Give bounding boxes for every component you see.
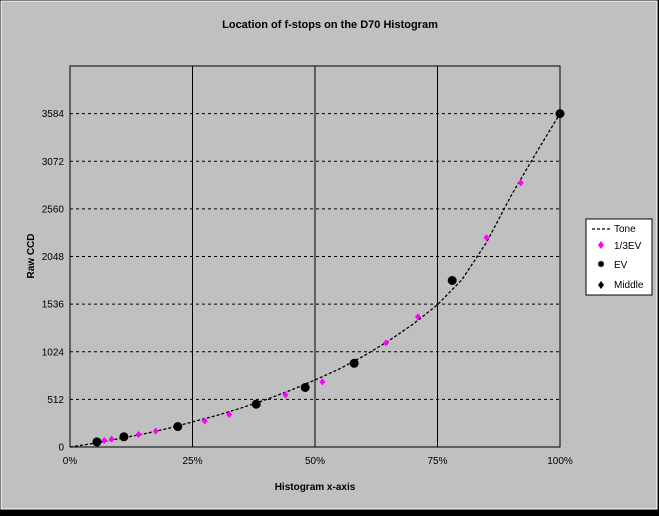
y-tick-label: 1024 <box>42 347 65 358</box>
legend-ev-label: EV <box>614 260 628 271</box>
ev-point <box>92 437 102 447</box>
third-ev-point <box>108 435 115 443</box>
legend-tone-label: Tone <box>614 224 636 235</box>
third-ev-point <box>517 179 524 187</box>
y-tick-label: 2560 <box>42 204 65 215</box>
ev-point <box>447 275 457 285</box>
marker-layer <box>92 109 565 447</box>
third-ev-point <box>383 339 390 347</box>
third-ev-point <box>135 430 142 438</box>
legend-middle-label: Middle <box>614 280 644 291</box>
legend-box <box>585 218 653 296</box>
y-axis-title: Raw CCD <box>26 233 37 278</box>
y-tick-label: 2048 <box>42 252 65 263</box>
ev-point <box>173 422 183 432</box>
ev-point <box>251 399 261 409</box>
third-ev-point <box>483 234 490 242</box>
tick-label-layer: 0 512 1024 1536 2048 2560 3072 3584 0% 25% 50% 75% 1… <box>42 109 573 467</box>
x-tick-label: 75% <box>427 456 447 467</box>
third-ev-point <box>282 391 289 399</box>
ev-point <box>555 109 565 119</box>
legend-middle-swatch <box>598 281 604 289</box>
x-tick-label: 50% <box>305 456 325 467</box>
third-ev-point <box>201 417 208 425</box>
ev-point <box>300 382 310 392</box>
legend-ev-swatch <box>598 261 604 267</box>
legend-third-ev-label: 1/3EV <box>614 241 642 252</box>
y-tick-label: 1536 <box>42 300 65 311</box>
third-ev-point <box>226 410 233 418</box>
grid-layer <box>70 66 560 447</box>
ev-point <box>349 358 359 368</box>
y-tick-label: 0 <box>58 443 64 454</box>
third-ev-point <box>152 427 159 435</box>
y-tick-label: 3584 <box>42 109 65 120</box>
third-ev-point <box>414 313 421 321</box>
legend: Tone 1/3EV EV Middle <box>585 218 653 296</box>
chart-title: Location of f-stops on the D70 Histogram <box>222 19 438 31</box>
ev-point <box>119 432 129 442</box>
y-tick-label: 3072 <box>42 157 65 168</box>
legend-third-ev-swatch <box>598 241 604 249</box>
third-ev-point <box>319 378 326 386</box>
x-axis-title: Histogram x-axis <box>275 482 356 493</box>
third-ev-point <box>101 436 108 444</box>
x-tick-label: 25% <box>182 456 202 467</box>
x-tick-label: 100% <box>547 456 573 467</box>
y-tick-label: 512 <box>47 395 64 406</box>
x-tick-label: 0% <box>63 456 78 467</box>
